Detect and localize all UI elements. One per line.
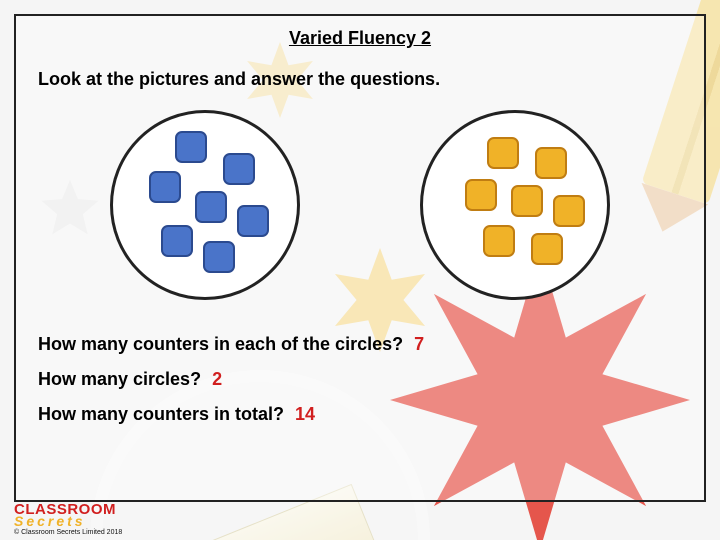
question-2-answer: 2: [212, 369, 222, 389]
question-3: How many counters in total? 14: [38, 404, 682, 425]
counter-circle-right: [420, 110, 610, 300]
instruction-text: Look at the pictures and answer the ques…: [38, 69, 682, 90]
question-1: How many counters in each of the circles…: [38, 334, 682, 355]
question-3-answer: 14: [295, 404, 315, 424]
counter-square: [465, 179, 497, 211]
worksheet-card: Varied Fluency 2 Look at the pictures an…: [14, 14, 706, 502]
counter-square: [223, 153, 255, 185]
counter-square: [531, 233, 563, 265]
counter-circle-left: [110, 110, 300, 300]
counter-square: [487, 137, 519, 169]
counter-square: [175, 131, 207, 163]
counter-square: [161, 225, 193, 257]
circles-row: [38, 110, 682, 300]
counter-square: [511, 185, 543, 217]
counter-square: [149, 171, 181, 203]
counter-square: [553, 195, 585, 227]
brand-logo: CLASSROOM Secrets: [14, 504, 122, 527]
counter-square: [203, 241, 235, 273]
question-1-text: How many counters in each of the circles…: [38, 334, 403, 354]
footer: CLASSROOM Secrets © Classroom Secrets Li…: [14, 504, 122, 536]
question-3-text: How many counters in total?: [38, 404, 284, 424]
counter-square: [483, 225, 515, 257]
question-1-answer: 7: [414, 334, 424, 354]
copyright-text: © Classroom Secrets Limited 2018: [14, 529, 122, 536]
question-2-text: How many circles?: [38, 369, 201, 389]
counter-square: [535, 147, 567, 179]
counter-square: [195, 191, 227, 223]
brand-line2: Secrets: [14, 516, 86, 527]
question-2: How many circles? 2: [38, 369, 682, 390]
page-title: Varied Fluency 2: [38, 28, 682, 49]
counter-square: [237, 205, 269, 237]
